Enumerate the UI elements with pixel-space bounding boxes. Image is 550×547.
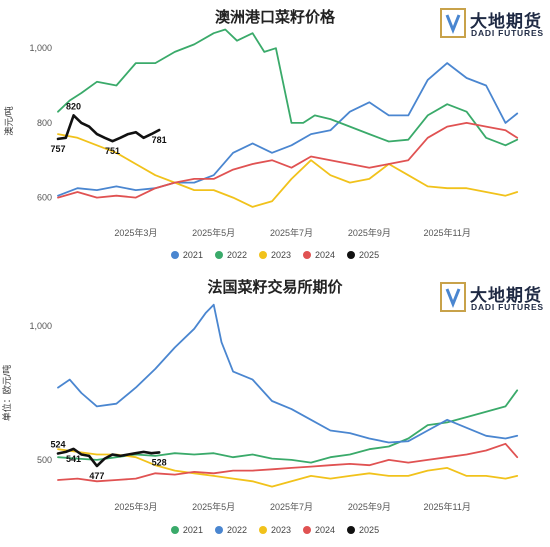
legend-swatch	[258, 526, 267, 534]
series-line-2023	[57, 133, 519, 208]
legend-item-2025[interactable]: 2025	[347, 525, 379, 535]
x-tick-label: 2025年9月	[348, 501, 391, 512]
chart-panel-australia: 澳洲港口菜籽价格 大地期货 DADI FUTURES 600 800 1,000 20…	[0, 0, 550, 272]
legend-swatch	[214, 251, 223, 259]
series-line-2023	[57, 448, 519, 488]
legend-item-2022[interactable]: 2022	[214, 250, 247, 260]
data-label: 781	[152, 135, 167, 145]
brand-mark-icon	[440, 282, 466, 312]
chart-title: 法国菜籽交易所期价	[207, 279, 343, 296]
legend-item-2025[interactable]: 2025	[347, 250, 379, 260]
y-tick-label: 600	[37, 193, 52, 203]
legend-label: 2024	[315, 525, 336, 535]
series-line-2024	[57, 442, 519, 483]
legend-item-2024[interactable]: 2024	[303, 250, 335, 260]
legend-swatch	[258, 251, 267, 259]
data-label: 541	[66, 454, 81, 464]
y-tick-label: 1,000	[29, 321, 52, 331]
legend-label: 2022	[226, 525, 247, 535]
x-tick-label: 2025年9月	[348, 227, 391, 238]
data-label: 820	[66, 101, 81, 111]
legend-label: 2021	[182, 525, 203, 535]
legend-swatch	[303, 251, 312, 259]
legend-item-2023[interactable]: 2023	[258, 525, 292, 535]
y-tick-label: 1,000	[29, 43, 52, 53]
chart-plot-france: 500 1,000 2025年3月 2025年5月 2025年7月 2025年9月 2025…	[1, 303, 519, 512]
brand-logo: 大地期货 DADI FUTURES	[440, 280, 550, 316]
x-tick-label: 2025年5月	[192, 501, 235, 512]
x-tick-label: 2025年11月	[423, 227, 470, 238]
chart-legend: 2021 2022 2023 2024 2025	[0, 250, 550, 260]
data-label: 524	[50, 439, 65, 449]
brand-name-en: DADI FUTURES	[471, 28, 544, 38]
brand-name-cn: 大地期货	[470, 12, 542, 31]
legend-item-2021[interactable]: 2021	[170, 250, 203, 260]
legend-swatch	[347, 526, 356, 534]
legend-swatch	[170, 526, 179, 534]
legend-label: 2023	[270, 525, 292, 535]
brand-logo: 大地期货 DADI FUTURES	[440, 6, 550, 42]
y-tick-label: 500	[37, 455, 52, 465]
y-axis-label: 澳元/吨	[3, 106, 14, 136]
legend-label: 2023	[270, 250, 292, 260]
brand-name-cn: 大地期货	[470, 286, 542, 305]
x-tick-label: 2025年3月	[114, 227, 157, 238]
x-tick-label: 2025年3月	[114, 501, 157, 512]
x-tick-label: 2025年7月	[270, 227, 313, 238]
legend-label: 2025	[359, 525, 380, 535]
series-line-2021	[57, 62, 519, 197]
chart-panel-france: 法国菜籽交易所期价 大地期货 DADI FUTURES 500 1,000 2025…	[0, 272, 550, 547]
x-tick-label: 2025年5月	[192, 227, 235, 238]
legend-label: 2025	[359, 250, 380, 260]
brand-mark-icon	[440, 8, 466, 38]
series-line-2022	[57, 28, 519, 147]
legend-label: 2022	[226, 250, 247, 260]
legend-swatch	[170, 251, 179, 259]
chart-legend: 2021 2022 2023 2024 2025	[0, 525, 550, 535]
y-tick-label: 800	[37, 118, 52, 128]
x-tick-label: 2025年11月	[423, 501, 470, 512]
legend-item-2024[interactable]: 2024	[303, 525, 335, 535]
data-label: 477	[89, 471, 104, 481]
x-tick-label: 2025年7月	[270, 501, 313, 512]
series-line-2025	[56, 447, 161, 468]
chart-title: 澳洲港口菜籽价格	[214, 9, 335, 26]
series-line-2022	[57, 303, 519, 444]
series-line-2021	[57, 389, 519, 464]
legend-swatch	[303, 526, 312, 534]
legend-swatch	[214, 526, 223, 534]
legend-item-2023[interactable]: 2023	[258, 250, 292, 260]
chart-plot-australia: 600 800 1,000 2025年3月 2025年5月 2025年7月 2025年9月 2…	[3, 28, 519, 238]
legend-label: 2024	[315, 250, 336, 260]
legend-swatch	[347, 251, 356, 259]
series-line-2025	[56, 114, 161, 143]
brand-name-en: DADI FUTURES	[471, 302, 544, 312]
legend-item-2022[interactable]: 2022	[214, 525, 247, 535]
data-label: 528	[152, 457, 167, 467]
data-label: 757	[50, 144, 65, 154]
data-label: 751	[105, 146, 120, 156]
legend-item-2021[interactable]: 2021	[170, 525, 203, 535]
legend-label: 2021	[182, 250, 203, 260]
y-axis-label: 单位：欧元/吨	[1, 365, 12, 422]
series-line-2024	[57, 122, 519, 199]
